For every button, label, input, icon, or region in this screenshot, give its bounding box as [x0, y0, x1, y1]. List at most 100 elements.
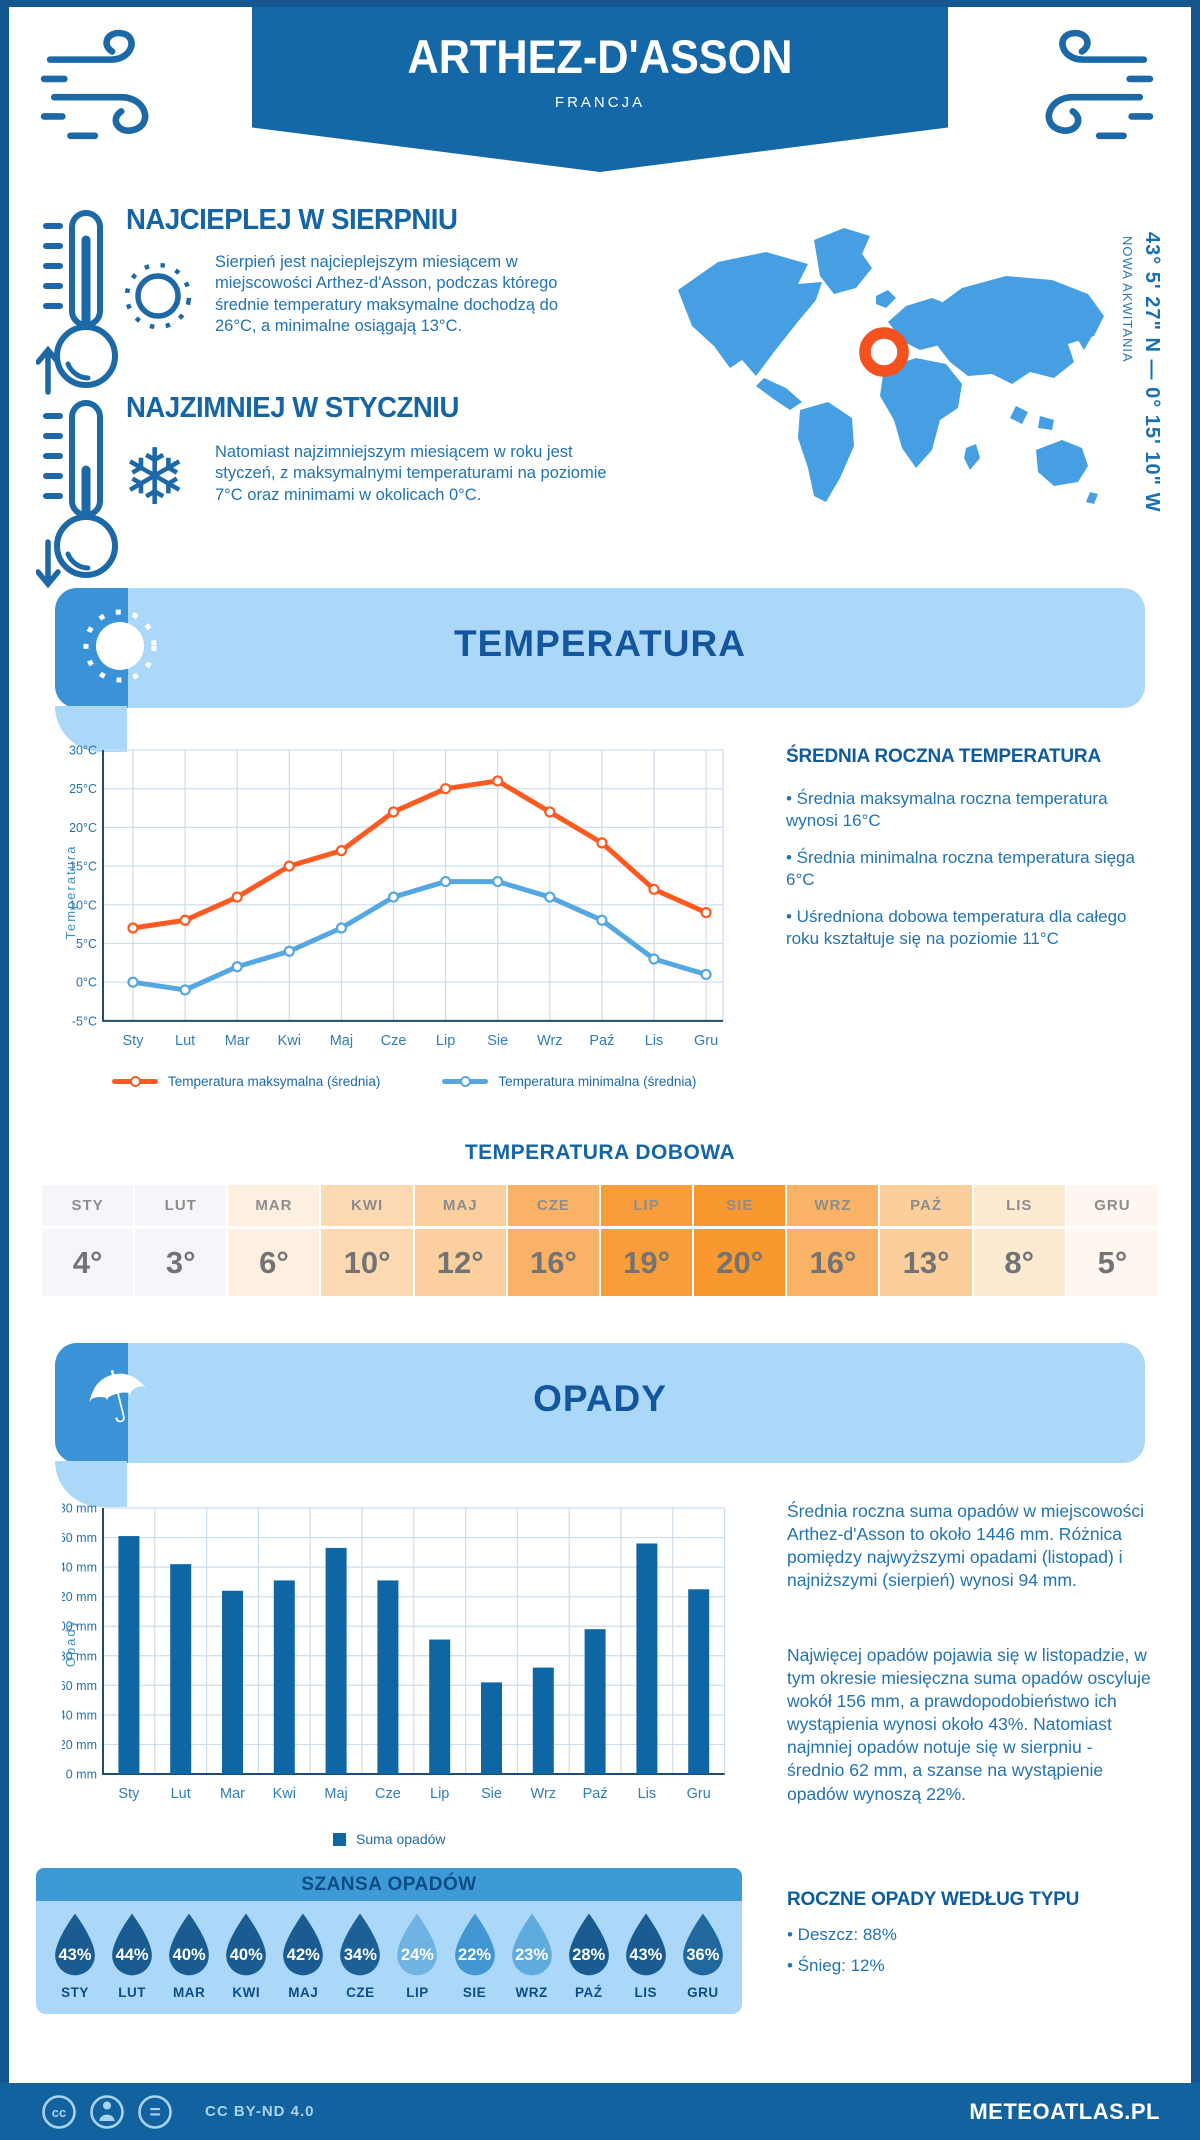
- chance-drop: 24% LIP: [390, 1912, 444, 2000]
- daily-value-cell: 6°: [228, 1229, 320, 1296]
- frame-left: [0, 0, 9, 2140]
- data-point: [335, 922, 347, 934]
- chance-drop: 42% MAJ: [276, 1912, 330, 2000]
- legend-label-min: Temperatura minimalna (średnia): [498, 1074, 697, 1089]
- x-tick-label: Kwi: [273, 1786, 296, 1802]
- drop-icon: [682, 1913, 723, 1976]
- highlight-cold-text: Natomiast najzimniejszym miesiącem w rok…: [215, 443, 607, 504]
- y-tick-label: 0°C: [76, 976, 97, 990]
- drop-month: MAR: [173, 1985, 206, 2000]
- precip-bar: [481, 1682, 502, 1775]
- data-point: [387, 806, 400, 818]
- y-tick-label: 60 mm: [62, 1679, 97, 1693]
- precip-bar: [636, 1543, 658, 1775]
- legend-item-max: Temperatura maksymalna (średnia): [112, 1074, 380, 1089]
- precipitation-section-banner: [55, 1343, 1145, 1463]
- temp-grid: [103, 749, 724, 1022]
- legend-label-sum: Suma opadów: [356, 1831, 446, 1847]
- coordinates-label: 43° 5' 27" N — 0° 15' 10" W: [1141, 232, 1163, 513]
- world-map: [678, 228, 1104, 504]
- chance-drop: 28% PAŹ: [562, 1912, 616, 2000]
- x-tick-label: Maj: [324, 1786, 347, 1802]
- x-tick-label: Paź: [583, 1786, 608, 1802]
- region-label: NOWA AKWITANIA: [1120, 236, 1135, 363]
- cc-license-icons: cc =: [42, 2095, 172, 2129]
- drop-month: CZE: [346, 1985, 375, 2000]
- daily-value-cell: 3°: [135, 1229, 227, 1296]
- drop-month: LUT: [118, 1985, 146, 2000]
- daily-value-cell: 4°: [42, 1229, 134, 1296]
- temperature-section-title: TEMPERATURA: [454, 623, 746, 664]
- daily-month-cell: WRZ: [787, 1185, 879, 1226]
- daily-month-cell: SIE: [694, 1185, 786, 1226]
- x-tick-label: Sie: [487, 1033, 508, 1049]
- chance-drop: 23% WRZ: [505, 1912, 559, 2000]
- axis-line: [102, 750, 723, 1022]
- drop-shape: [226, 1913, 267, 1976]
- x-tick-label: Wrz: [537, 1033, 563, 1049]
- precipitation-section-title: OPADY: [533, 1378, 667, 1419]
- frame-top: [0, 0, 1200, 7]
- drop-month: WRZ: [515, 1985, 548, 2000]
- data-point: [231, 961, 243, 973]
- precipitation-chart-legend: Suma opadów: [333, 1831, 446, 1847]
- y-tick-label: 100 mm: [62, 1620, 97, 1634]
- header-banner: ARTHEZ-D'ASSON FRANCJA: [252, 7, 948, 172]
- drop-icon: [568, 1913, 609, 1976]
- precip-bar: [688, 1589, 710, 1775]
- drop-percent: 28%: [572, 1946, 606, 1964]
- x-tick-label: Cze: [381, 1033, 407, 1049]
- precip-bar: [377, 1580, 399, 1775]
- site-name: METEOATLAS.PL: [969, 2099, 1160, 2124]
- y-tick-label: 20°C: [69, 821, 97, 835]
- x-tick-label: Gru: [687, 1786, 711, 1802]
- temperature-line-chart: 30°C 25°C 20°C 15°C 10°C 5°C 0°C -5°C Sty Lut Mar K…: [63, 744, 724, 1049]
- daily-temperature-table: STY LUT MAR KWI MAJ CZE LIP SIE WRZ PAŹ LIS GRU 4° 3°…: [42, 1185, 1158, 1296]
- daily-value-cell: 12°: [414, 1229, 506, 1296]
- x-tick-label: Lip: [430, 1786, 449, 1802]
- drop-month: LIP: [406, 1985, 429, 2000]
- x-tick-label: Lut: [175, 1033, 195, 1049]
- drop-icon: [55, 1913, 95, 1976]
- drop-shape: [625, 1913, 666, 1976]
- legend-line-max: [112, 1076, 158, 1087]
- y-tick-label: 20 mm: [62, 1738, 97, 1752]
- drop-icon: [112, 1913, 152, 1976]
- drop-shape: [169, 1913, 210, 1976]
- footer-bar: cc = CC BY-ND 4.0 METEOATLAS.PL: [0, 2083, 1200, 2140]
- x-tick-label: Sie: [481, 1786, 502, 1802]
- precip-bar: [118, 1536, 140, 1775]
- data-point: [544, 891, 556, 903]
- x-tick-label: Mar: [220, 1786, 245, 1802]
- data-point: [179, 984, 191, 996]
- precip-bar: [429, 1639, 451, 1775]
- chance-of-precipitation-panel: SZANSA OPADÓW 43% STY 44% LUT 40% MAR 40% KWI 42…: [36, 1868, 742, 2014]
- y-tick-label: 30°C: [69, 744, 97, 758]
- annual-temperature-bullets: • Średnia maksymalna roczna temperatura …: [786, 788, 1148, 965]
- thermometer-down-icon: [36, 400, 118, 588]
- daily-month-cell: MAR: [228, 1185, 320, 1226]
- daily-value-cell: 16°: [787, 1229, 879, 1296]
- y-tick-label: 15°C: [69, 860, 97, 874]
- x-tick-label: Wrz: [531, 1786, 557, 1802]
- drop-month: KWI: [232, 1985, 261, 2000]
- drop-month: LIS: [634, 1985, 658, 2000]
- x-tick-label: Cze: [375, 1786, 401, 1802]
- drop-icon: [340, 1913, 381, 1976]
- drop-shape: [340, 1913, 381, 1976]
- precipitation-type-bullets: • Deszcz: 88% • Śnieg: 12%: [787, 1924, 1117, 1992]
- daily-month-cell: LIP: [600, 1185, 693, 1226]
- data-point: [127, 976, 139, 988]
- y-tick-label: 25°C: [69, 782, 97, 796]
- chance-drop: 34% CZE: [333, 1912, 387, 2000]
- annual-bullet: • Średnia maksymalna roczna temperatura …: [786, 789, 1108, 831]
- data-point: [544, 806, 556, 818]
- x-tick-label: Lis: [638, 1786, 657, 1802]
- chance-panel-title: SZANSA OPADÓW: [36, 1868, 742, 1901]
- chance-drop: 43% STY: [48, 1912, 102, 2000]
- drop-month: GRU: [687, 1985, 719, 2000]
- x-tick-label: Lis: [645, 1033, 664, 1049]
- temp-max-line: [130, 778, 709, 931]
- wind-icon: [1045, 29, 1154, 140]
- drop-month: PAŹ: [574, 1985, 603, 2000]
